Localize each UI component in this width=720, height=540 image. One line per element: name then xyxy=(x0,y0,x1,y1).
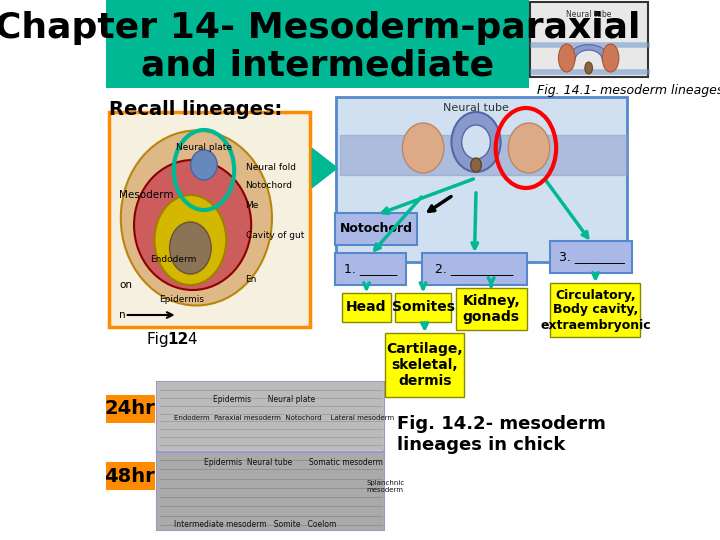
Text: Head: Head xyxy=(346,300,387,314)
Polygon shape xyxy=(567,45,610,60)
Text: Epidermis: Epidermis xyxy=(159,295,204,305)
Text: Intermediate mesoderm   Somite   Coelom: Intermediate mesoderm Somite Coelom xyxy=(174,520,336,529)
Ellipse shape xyxy=(559,44,575,72)
Text: Mesoderm: Mesoderm xyxy=(120,190,174,200)
Text: Cavity of gut: Cavity of gut xyxy=(246,231,304,240)
Ellipse shape xyxy=(169,222,211,274)
Text: Neural fold: Neural fold xyxy=(246,164,295,172)
FancyBboxPatch shape xyxy=(336,97,627,262)
Text: Endoderm  Paraxial mesoderm  Notochord    Lateral mesoderm: Endoderm Paraxial mesoderm Notochord Lat… xyxy=(174,415,394,421)
FancyBboxPatch shape xyxy=(106,462,155,490)
Text: .4: .4 xyxy=(184,332,198,347)
Ellipse shape xyxy=(471,158,482,172)
Text: Epidermis  Neural tube       Somatic mesoderm: Epidermis Neural tube Somatic mesoderm xyxy=(204,458,383,467)
FancyBboxPatch shape xyxy=(385,333,464,397)
Ellipse shape xyxy=(402,123,444,173)
Text: Fig. 14.2- mesoderm
lineages in chick: Fig. 14.2- mesoderm lineages in chick xyxy=(397,415,606,454)
FancyBboxPatch shape xyxy=(550,241,632,273)
FancyBboxPatch shape xyxy=(157,382,384,450)
Ellipse shape xyxy=(154,195,226,285)
FancyBboxPatch shape xyxy=(342,293,391,322)
Ellipse shape xyxy=(602,44,619,72)
Ellipse shape xyxy=(451,112,500,172)
Text: Circulatory,
Body cavity,
extraembryonic: Circulatory, Body cavity, extraembryonic xyxy=(540,288,651,332)
Text: and intermediate: and intermediate xyxy=(140,48,494,82)
Ellipse shape xyxy=(462,125,490,159)
FancyBboxPatch shape xyxy=(109,112,310,327)
Text: on: on xyxy=(120,280,132,290)
Text: Neural plate: Neural plate xyxy=(176,144,232,152)
Text: Chapter 14- Mesoderm-paraxial: Chapter 14- Mesoderm-paraxial xyxy=(0,11,640,45)
Text: Neural tube: Neural tube xyxy=(443,103,509,113)
Text: Neural tube: Neural tube xyxy=(566,10,611,19)
FancyBboxPatch shape xyxy=(456,288,526,330)
FancyBboxPatch shape xyxy=(157,382,384,530)
Text: Notochord: Notochord xyxy=(246,180,292,190)
Text: Fig.: Fig. xyxy=(148,332,179,347)
Ellipse shape xyxy=(585,62,593,74)
FancyBboxPatch shape xyxy=(335,253,406,285)
Text: Me: Me xyxy=(246,200,259,210)
FancyBboxPatch shape xyxy=(550,283,640,337)
FancyBboxPatch shape xyxy=(531,2,647,77)
FancyBboxPatch shape xyxy=(106,0,529,88)
Text: Recall lineages:: Recall lineages: xyxy=(109,100,283,119)
Text: Cartilage,
skeletal,
dermis: Cartilage, skeletal, dermis xyxy=(387,342,463,388)
FancyBboxPatch shape xyxy=(422,253,526,285)
Text: Notochord: Notochord xyxy=(340,222,413,235)
FancyBboxPatch shape xyxy=(106,395,155,423)
Text: Somites: Somites xyxy=(392,300,454,314)
Text: En: En xyxy=(246,275,257,285)
Ellipse shape xyxy=(121,131,272,306)
FancyArrowPatch shape xyxy=(312,148,337,187)
Text: Epidermis       Neural plate: Epidermis Neural plate xyxy=(213,395,315,404)
Text: 1. ______: 1. ______ xyxy=(343,262,397,275)
FancyBboxPatch shape xyxy=(395,293,451,322)
Text: 24hr: 24hr xyxy=(104,400,156,419)
Ellipse shape xyxy=(508,123,550,173)
Text: 12: 12 xyxy=(168,332,189,347)
Text: Kidney,
gonads: Kidney, gonads xyxy=(462,294,520,324)
Text: 3. ________: 3. ________ xyxy=(559,251,625,264)
FancyBboxPatch shape xyxy=(335,213,417,245)
Text: Splanchnic
mesoderm: Splanchnic mesoderm xyxy=(366,480,405,493)
Ellipse shape xyxy=(191,150,217,180)
Ellipse shape xyxy=(134,160,251,290)
Text: Fig. 14.1- mesoderm lineages: Fig. 14.1- mesoderm lineages xyxy=(536,84,720,97)
FancyBboxPatch shape xyxy=(157,452,384,530)
Text: 48hr: 48hr xyxy=(104,467,156,485)
Text: 2. __________: 2. __________ xyxy=(436,262,513,275)
Text: n: n xyxy=(120,310,126,320)
Text: Endoderm: Endoderm xyxy=(150,255,197,265)
